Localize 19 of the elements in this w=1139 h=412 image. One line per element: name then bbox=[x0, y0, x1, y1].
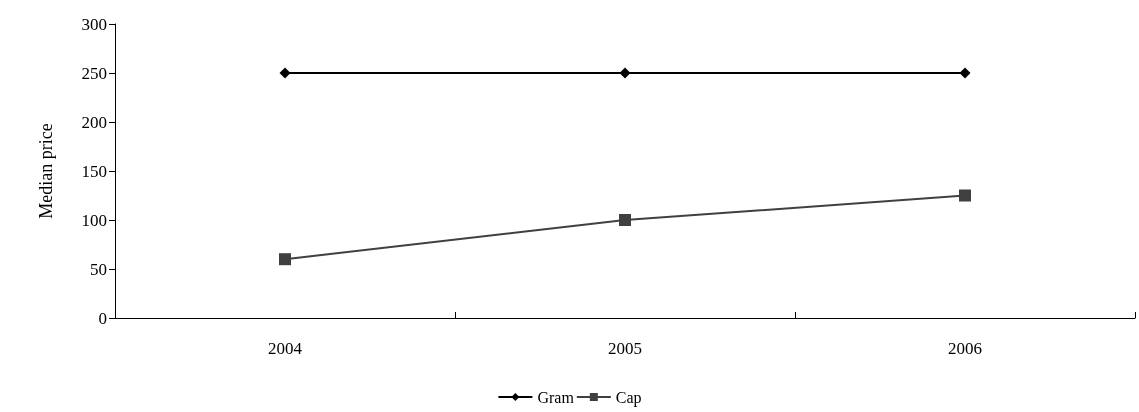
point bbox=[279, 67, 291, 79]
y-tick-label: 100 bbox=[81, 210, 107, 230]
y-axis-title: Median price bbox=[36, 123, 56, 219]
y-tick-label: 300 bbox=[81, 14, 107, 34]
y-tick-label: 250 bbox=[81, 63, 107, 83]
legend-label: Cap bbox=[615, 388, 642, 407]
y-tick-label: 150 bbox=[81, 161, 107, 181]
x-tick-label: 2005 bbox=[608, 339, 642, 358]
point bbox=[959, 189, 971, 202]
point bbox=[619, 214, 631, 226]
point bbox=[619, 67, 631, 79]
point bbox=[279, 253, 291, 266]
y-tick-label: 50 bbox=[90, 259, 107, 279]
legend-label: Gram bbox=[537, 388, 575, 406]
x-tick-label: 2004 bbox=[268, 339, 303, 358]
point bbox=[959, 67, 971, 79]
x-tick-label: 2006 bbox=[948, 339, 982, 358]
y-tick-label: 0 bbox=[98, 308, 107, 328]
y-tick-label: 200 bbox=[81, 112, 107, 132]
